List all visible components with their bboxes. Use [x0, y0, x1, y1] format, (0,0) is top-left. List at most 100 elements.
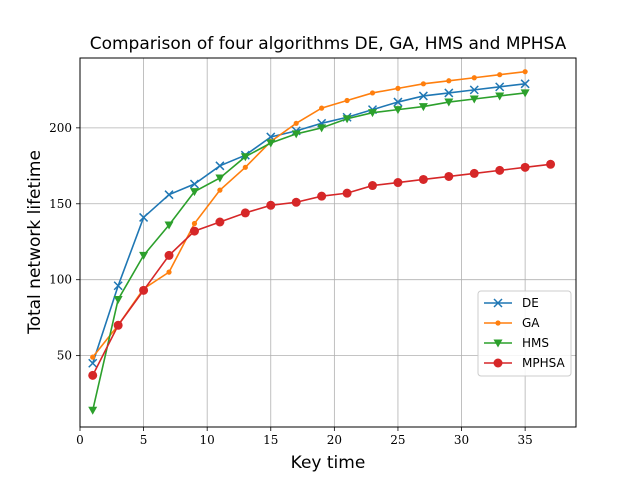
- data-point-ga: [191, 220, 198, 227]
- data-point-hms: [469, 95, 479, 104]
- data-point-mphsa: [240, 208, 250, 218]
- data-point-ga: [522, 69, 528, 75]
- data-point-ga: [319, 105, 325, 111]
- legend-item-hms: HMS: [484, 336, 549, 350]
- legend-label: GA: [522, 316, 540, 330]
- marker-stroke: [520, 79, 530, 89]
- data-point-ga: [242, 164, 248, 170]
- data-point-de: [189, 179, 199, 189]
- data-point-de: [418, 91, 428, 101]
- marker-stroke: [189, 179, 199, 189]
- data-point-hms: [342, 115, 352, 124]
- x-tick-label: 25: [390, 433, 405, 447]
- legend-item-de: DE: [484, 296, 539, 310]
- data-point-de: [113, 281, 123, 291]
- marker-stroke: [139, 212, 149, 222]
- data-point-mphsa: [139, 285, 149, 295]
- legend-marker: [495, 320, 501, 326]
- chart-title: Comparison of four algorithms DE, GA, HM…: [90, 34, 567, 54]
- series-hms: [88, 89, 530, 415]
- data-point-ga: [497, 72, 503, 78]
- legend-marker: [493, 358, 503, 368]
- data-point-hms: [418, 103, 428, 112]
- grid: [79, 58, 576, 427]
- data-point-mphsa: [317, 191, 327, 201]
- data-point-ga: [90, 354, 96, 360]
- data-point-hms: [495, 92, 505, 101]
- data-point-mphsa: [546, 159, 556, 169]
- data-point-hms: [266, 139, 276, 148]
- marker-stroke: [393, 97, 403, 107]
- x-tick-label: 30: [454, 433, 469, 447]
- marker-stroke: [469, 85, 479, 95]
- data-point-mphsa: [418, 174, 428, 184]
- legend-item-mphsa: MPHSA: [484, 356, 565, 370]
- data-point-hms: [215, 174, 225, 183]
- data-point-hms: [444, 98, 454, 107]
- data-point-de: [444, 88, 454, 98]
- data-point-hms: [317, 124, 327, 133]
- data-point-de: [469, 85, 479, 95]
- data-point-mphsa: [495, 165, 505, 175]
- marker-stroke: [164, 190, 174, 200]
- axis-ticks: 0 5 10 15 20 25 30 35 50 100 150 200: [49, 121, 533, 447]
- data-point-hms: [88, 406, 98, 415]
- data-point-mphsa: [215, 217, 225, 227]
- data-point-de: [139, 212, 149, 222]
- series-line-ga: [92, 70, 526, 358]
- legend-box: [477, 290, 572, 377]
- data-point-de: [393, 97, 403, 107]
- data-point-hms: [139, 251, 149, 260]
- x-tick-label: 35: [517, 433, 532, 447]
- data-point-mphsa: [164, 250, 174, 260]
- legend-label: DE: [522, 296, 539, 310]
- marker-stroke: [418, 91, 428, 101]
- data-point-ga: [420, 81, 426, 87]
- data-point-ga: [395, 85, 401, 91]
- data-point-de: [215, 161, 225, 171]
- marker-stroke: [88, 358, 98, 368]
- x-tick-label: 5: [140, 433, 148, 447]
- data-point-de: [495, 82, 505, 92]
- data-point-de: [164, 190, 174, 200]
- series-ga: [90, 69, 528, 360]
- x-tick-label: 15: [263, 433, 278, 447]
- series-mphsa: [88, 159, 556, 380]
- legend-label: MPHSA: [522, 356, 565, 370]
- marker-stroke: [493, 298, 503, 308]
- series-line-de: [91, 83, 526, 364]
- y-tick-label: 150: [49, 197, 72, 211]
- x-tick-label: 20: [327, 433, 342, 447]
- data-point-mphsa: [469, 168, 479, 178]
- legend-marker: [493, 339, 503, 348]
- marker-stroke: [495, 82, 505, 92]
- data-point-ga: [217, 187, 223, 193]
- data-point-mphsa: [444, 171, 454, 181]
- data-point-ga: [344, 97, 350, 104]
- x-tick-label: 0: [76, 433, 84, 447]
- data-point-mphsa: [113, 320, 123, 330]
- y-axis-label: Total network lifetime: [25, 150, 45, 335]
- data-point-mphsa: [393, 178, 403, 188]
- data-point-ga: [471, 75, 477, 81]
- data-point-hms: [520, 89, 530, 98]
- data-point-mphsa: [266, 200, 276, 210]
- x-axis-label: Key time: [291, 453, 366, 473]
- marker-stroke: [444, 88, 454, 98]
- data-point-mphsa: [88, 370, 98, 380]
- series-group: [88, 69, 556, 415]
- data-point-mphsa: [520, 162, 530, 172]
- data-point-hms: [291, 130, 301, 139]
- data-point-mphsa: [368, 181, 378, 191]
- data-point-ga: [446, 78, 452, 84]
- legend-item-ga: GA: [484, 316, 540, 330]
- data-point-hms: [368, 109, 378, 118]
- plot-frame: [79, 57, 577, 428]
- y-tick-label: 50: [57, 349, 72, 363]
- legend-marker: [493, 298, 503, 308]
- data-point-mphsa: [291, 197, 301, 207]
- x-tick-label: 10: [200, 433, 215, 447]
